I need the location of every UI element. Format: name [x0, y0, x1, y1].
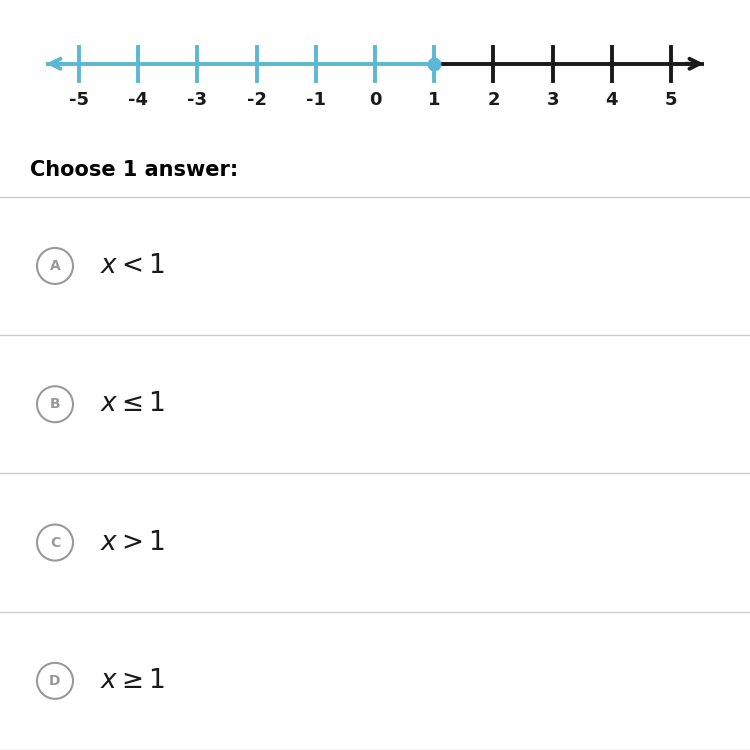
Text: A: A [50, 259, 60, 273]
Text: $x < 1$: $x < 1$ [100, 253, 165, 279]
Text: -3: -3 [188, 91, 207, 109]
Text: 2: 2 [488, 91, 500, 109]
Text: -1: -1 [306, 91, 326, 109]
Text: C: C [50, 536, 60, 550]
Text: $x \leq 1$: $x \leq 1$ [100, 392, 165, 417]
Text: 0: 0 [369, 91, 381, 109]
Text: $x > 1$: $x > 1$ [100, 530, 165, 556]
Text: D: D [50, 674, 61, 688]
Circle shape [37, 663, 73, 699]
Circle shape [37, 248, 73, 284]
Text: Choose 1 answer:: Choose 1 answer: [30, 160, 239, 180]
Text: 1: 1 [428, 91, 440, 109]
Text: 5: 5 [664, 91, 677, 109]
Text: 3: 3 [547, 91, 559, 109]
Text: 4: 4 [605, 91, 618, 109]
Text: -2: -2 [247, 91, 266, 109]
Text: $x \geq 1$: $x \geq 1$ [100, 668, 165, 694]
Text: -4: -4 [128, 91, 148, 109]
Circle shape [37, 524, 73, 560]
Circle shape [37, 386, 73, 422]
Text: B: B [50, 398, 60, 411]
Text: -5: -5 [69, 91, 89, 109]
